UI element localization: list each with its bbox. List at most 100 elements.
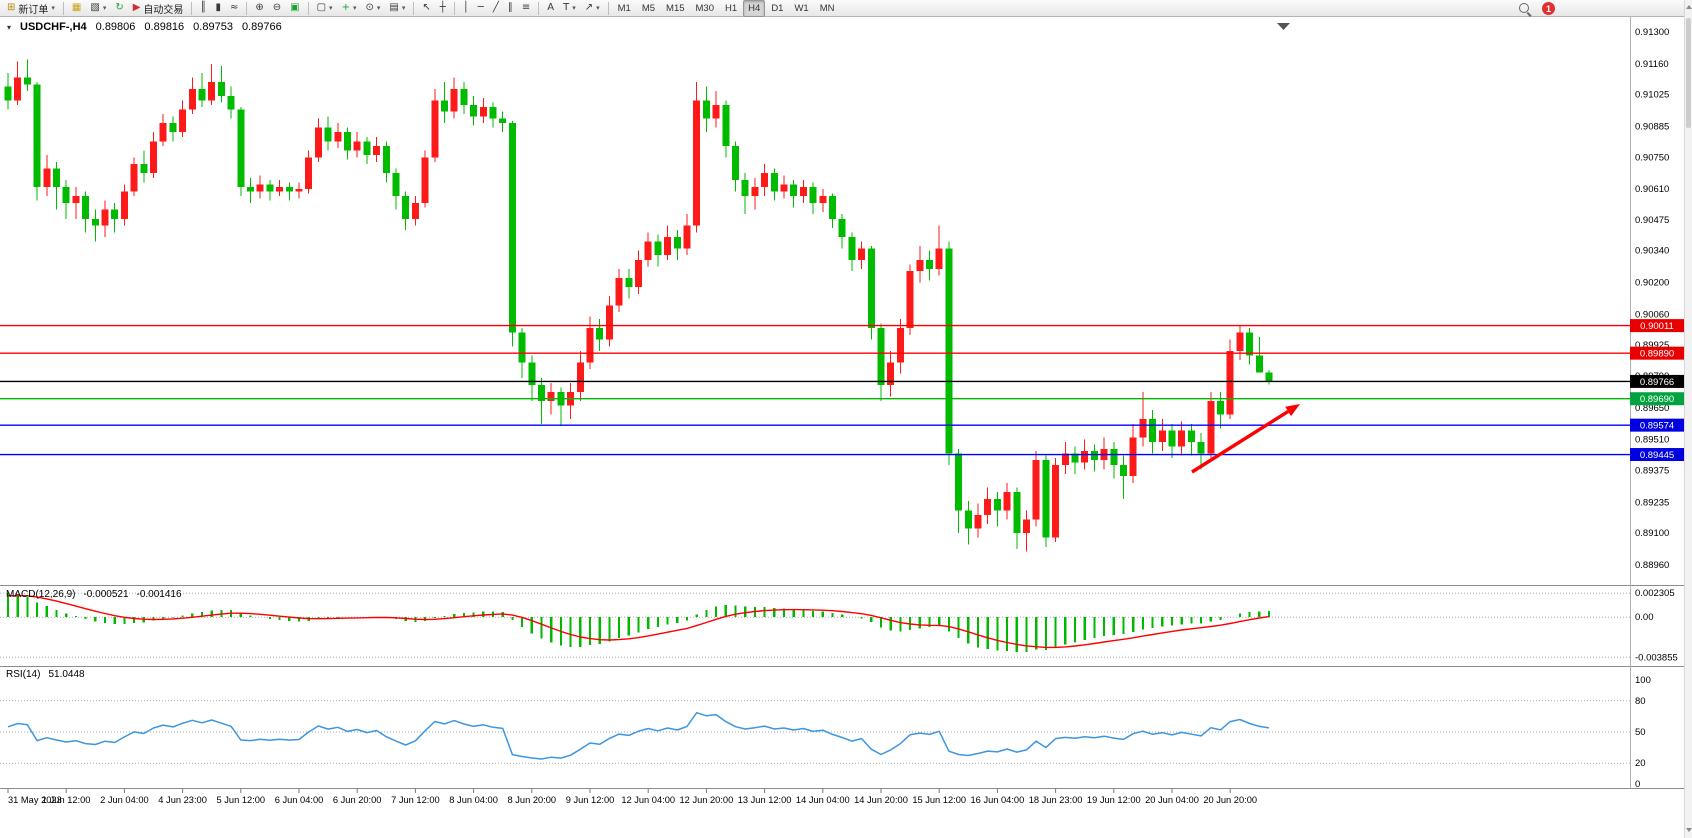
autotrade-icon: ▶: [132, 2, 141, 13]
toolbar-separator: [62, 1, 64, 15]
timeframe-m15-button-label: M15: [666, 2, 685, 14]
profiles-button[interactable]: ▧ ▾: [86, 0, 110, 17]
svg-text:0.90475: 0.90475: [1635, 215, 1669, 226]
template-icon: ▤: [389, 2, 399, 13]
new-chart-icon: ▢: [316, 2, 327, 13]
trend-arrow[interactable]: [1191, 404, 1300, 474]
toolbar-separator: [538, 1, 540, 15]
bar-chart-type-button[interactable]: ║: [196, 0, 210, 17]
bar-chart-icon: ║: [200, 2, 207, 13]
timeframe-d1-button-label: D1: [771, 2, 784, 14]
price-axis[interactable]: 0.91300 0.91160 0.91025 0.90885 0.90750 0.906…: [1635, 27, 1669, 571]
new-order-icon: ⊞: [7, 2, 16, 13]
indicators-button[interactable]: + ▾: [338, 0, 361, 17]
trendline-button[interactable]: ╱: [489, 0, 503, 17]
autotrade-button[interactable]: ▶ 自动交易: [129, 0, 188, 17]
rsi-pane-label: RSI(14) 51.0448: [6, 669, 85, 680]
timeframe-m30-button-label: M30: [695, 2, 714, 14]
timeframe-m30-button[interactable]: M30: [691, 0, 719, 17]
macd-signal-value: -0.001416: [136, 589, 182, 600]
svg-text:14 Jun 20:00: 14 Jun 20:00: [854, 795, 908, 805]
macd-axis-label: 0.002305: [1635, 588, 1675, 599]
label-button[interactable]: T ▾: [559, 0, 580, 17]
rsi-value: 51.0448: [48, 669, 85, 680]
templates-button[interactable]: ▤ ▾: [385, 0, 409, 17]
svg-text:0.90610: 0.90610: [1635, 184, 1669, 195]
scroll-up-icon[interactable]: [1686, 5, 1692, 9]
price-badge-0.89690: 0.89690: [1630, 392, 1684, 406]
svg-text:0.89375: 0.89375: [1635, 465, 1669, 476]
svg-text:0.91025: 0.91025: [1635, 90, 1669, 101]
toolbar-separator: [307, 1, 309, 15]
price-badge-0.89574: 0.89574: [1630, 418, 1684, 432]
notification-badge[interactable]: 1: [1542, 2, 1555, 15]
timeframe-m5-button[interactable]: M5: [637, 0, 660, 17]
chart-ohlc-header: ▾ USDCHF-,H4 0.89806 0.89816 0.89753 0.8…: [7, 21, 282, 33]
clock-icon: ⊙: [365, 2, 374, 13]
svg-text:13 Jun 12:00: 13 Jun 12:00: [738, 795, 792, 805]
timeframe-m1-button[interactable]: M1: [613, 0, 636, 17]
timeframe-mn-button[interactable]: MN: [815, 0, 840, 17]
new-chart-button[interactable]: ▢ ▾: [313, 0, 337, 17]
cursor-button[interactable]: ↖: [418, 0, 434, 17]
horizontal-line-button[interactable]: ─: [474, 0, 488, 17]
chart-high: 0.89816: [144, 21, 185, 33]
shapes-button[interactable]: ↗ ▾: [581, 0, 604, 17]
caret-down-icon: ▾: [102, 4, 107, 12]
macd-name: MACD(12,26,9): [6, 589, 76, 600]
macd-axis-label: -0.003855: [1635, 652, 1678, 663]
chart-shift-marker-icon[interactable]: [1277, 23, 1290, 30]
svg-text:0.89510: 0.89510: [1635, 435, 1669, 446]
scrollbar-thumb[interactable]: [1686, 18, 1691, 128]
timeframe-h4-button[interactable]: H4: [743, 0, 766, 17]
new-order-button[interactable]: ⊞ 新订单 ▾: [3, 0, 59, 17]
periods-button[interactable]: ⊙ ▾: [361, 0, 384, 17]
candlestick-type-button[interactable]: ▮: [211, 0, 225, 17]
caret-down-icon: ▾: [596, 4, 600, 12]
rsi-axis-label: 80: [1635, 696, 1646, 707]
svg-text:20 Jun 04:00: 20 Jun 04:00: [1145, 795, 1199, 805]
cursor-icon: ↖: [422, 2, 431, 13]
refresh-button[interactable]: ↻: [111, 0, 127, 17]
svg-text:8 Jun 04:00: 8 Jun 04:00: [449, 795, 498, 805]
chart-dropdown-icon[interactable]: ▾: [7, 23, 12, 32]
timeframe-w1-button[interactable]: W1: [789, 0, 813, 17]
tile-windows-button[interactable]: ▣: [286, 0, 303, 17]
chart-close: 0.89766: [241, 21, 282, 33]
timeframe-d1-button[interactable]: D1: [766, 0, 788, 17]
toolbar-separator: [191, 1, 193, 15]
svg-text:0.89650: 0.89650: [1635, 403, 1669, 414]
refresh-icon: ↻: [115, 2, 124, 13]
macd-histogram: [6, 593, 1271, 653]
svg-text:0.89890: 0.89890: [1640, 349, 1674, 360]
zoom-in-button[interactable]: ⊕: [251, 0, 267, 17]
rsi-axis-label: 0: [1635, 779, 1640, 790]
toolbar-separator: [453, 1, 455, 15]
fibonacci-button[interactable]: ≡: [518, 0, 534, 17]
horizontal-line-icon: ─: [477, 2, 484, 13]
timeframe-m15-button[interactable]: M15: [661, 0, 689, 17]
toolbar-separator: [246, 1, 248, 15]
line-chart-type-button[interactable]: ≈: [226, 0, 242, 17]
vertical-scrollbar[interactable]: [1684, 0, 1692, 838]
timeframe-h1-button[interactable]: H1: [720, 0, 742, 17]
svg-text:0.88960: 0.88960: [1635, 560, 1669, 571]
scroll-down-icon[interactable]: [1686, 828, 1692, 832]
crosshair-button[interactable]: ┼: [436, 0, 450, 17]
svg-text:12 Jun 20:00: 12 Jun 20:00: [680, 795, 734, 805]
svg-text:31 May 2023: 31 May 2023: [8, 795, 62, 805]
channel-button[interactable]: ∥: [504, 0, 517, 17]
vertical-line-button[interactable]: │: [459, 0, 473, 17]
search-icon[interactable]: [1519, 3, 1529, 13]
svg-text:0.89690: 0.89690: [1640, 394, 1674, 405]
charts-window-button[interactable]: ▦: [68, 0, 85, 17]
zoom-out-button[interactable]: ⊖: [269, 0, 285, 17]
price-badge-0.90011: 0.90011: [1630, 319, 1684, 333]
text-button[interactable]: A: [543, 0, 558, 17]
channel-icon: ∥: [507, 2, 513, 13]
svg-text:6 Jun 20:00: 6 Jun 20:00: [333, 795, 382, 805]
macd-signal-line: [7, 594, 1270, 649]
arrow-shape-icon: ↗: [584, 2, 594, 13]
